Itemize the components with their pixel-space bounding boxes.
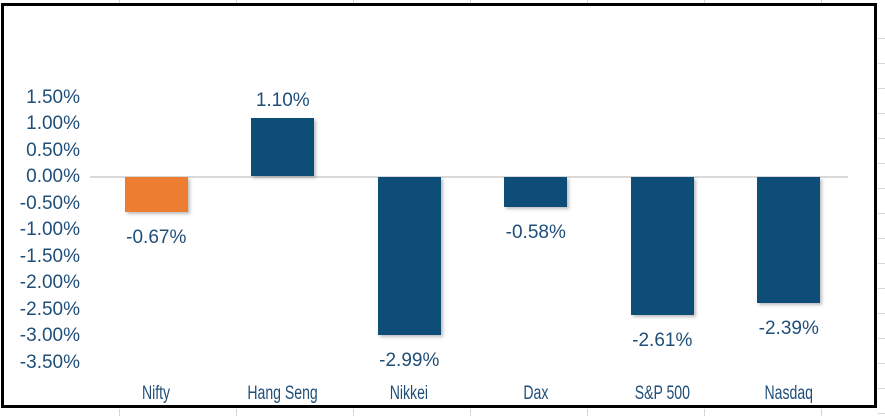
y-axis-tick-label: 0.50% — [26, 139, 80, 161]
bar-hang-seng[interactable] — [251, 118, 315, 177]
category-label-text: Hang Seng — [247, 383, 318, 404]
y-axis-tick-label: -2.00% — [19, 272, 80, 293]
bar-dax[interactable] — [504, 176, 568, 208]
y-axis-tick-label: -2.50% — [19, 298, 80, 320]
bar-nikkei[interactable] — [377, 176, 441, 335]
bar-nifty[interactable] — [124, 176, 188, 212]
category-label-nasdaq: Nasdaq — [714, 383, 864, 404]
category-label-nifty: Nifty — [81, 383, 231, 404]
category-label-text: Nifty — [142, 383, 171, 404]
category-label-s-p-500: S&P 500 — [587, 383, 737, 404]
y-axis-tick-label: 0.00% — [26, 166, 80, 187]
data-label-nifty: -0.67% — [126, 227, 187, 248]
category-label-text: Nikkei — [390, 383, 429, 404]
y-axis-tick-label: -0.50% — [19, 192, 80, 214]
spreadsheet-row-gridlines-right — [878, 0, 885, 416]
data-label-hang-seng: 1.10% — [255, 90, 310, 112]
category-label-text: S&P 500 — [634, 383, 690, 404]
category-label-text: Dax — [523, 383, 549, 404]
data-label-nikkei: -2.99% — [379, 349, 440, 371]
category-label-nikkei: Nikkei — [334, 383, 484, 404]
category-label-dax: Dax — [461, 383, 611, 404]
category-label-hang-seng: Hang Seng — [208, 383, 358, 404]
y-axis-tick-label: 1.50% — [26, 86, 80, 108]
y-axis-tick-label: 1.00% — [26, 113, 80, 134]
data-label-nasdaq: -2.39% — [758, 318, 819, 340]
spreadsheet-column-gridlines-bottom — [0, 409, 885, 416]
y-axis-tick-label: -1.00% — [19, 219, 80, 240]
y-axis-tick-label: -1.50% — [19, 245, 80, 267]
data-label-dax: -0.58% — [505, 222, 566, 244]
zero-gridline — [90, 175, 848, 178]
bar-s-p-500[interactable] — [630, 176, 694, 315]
y-axis-tick-label: -3.00% — [19, 325, 80, 346]
y-axis-tick-label: -3.50% — [19, 351, 80, 373]
category-label-text: Nasdaq — [764, 383, 813, 404]
bar-nasdaq[interactable] — [757, 176, 821, 304]
data-label-s-p-500: -2.61% — [632, 329, 693, 351]
